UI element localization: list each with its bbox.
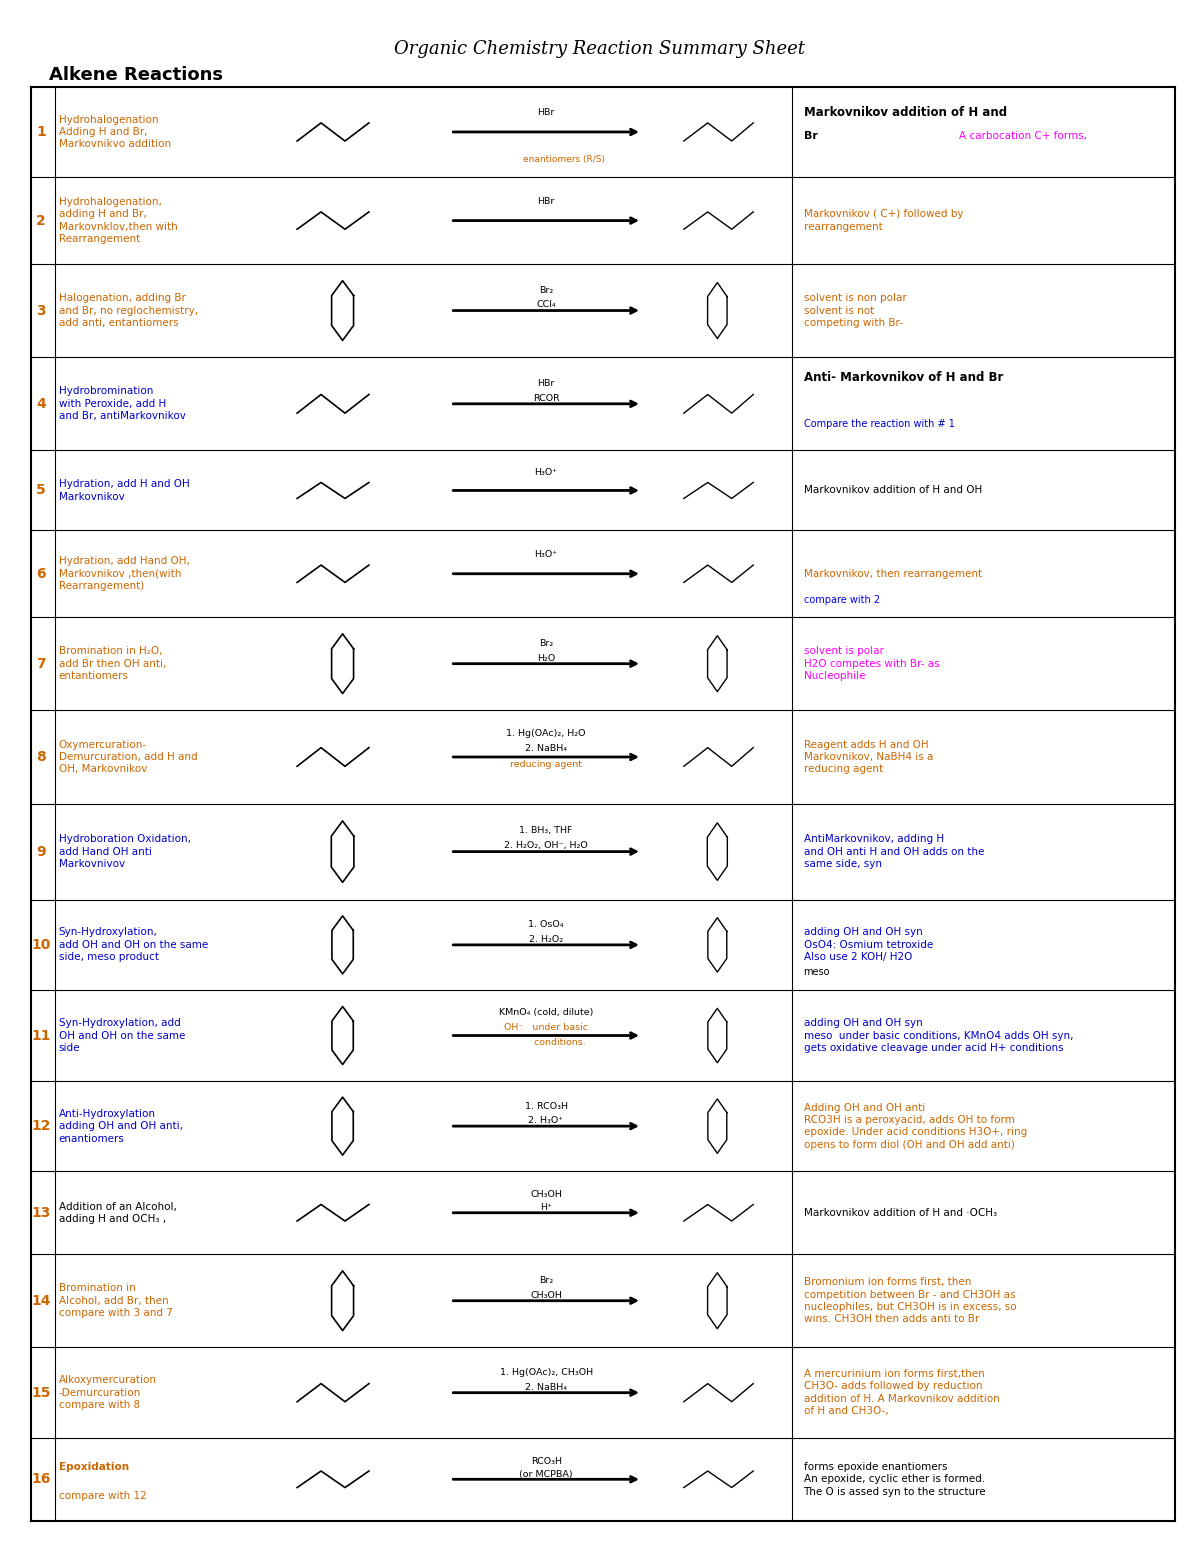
Text: Oxymercuration-
Demurcuration, add H and
OH, Markovnikov: Oxymercuration- Demurcuration, add H and…	[59, 739, 198, 775]
Text: meso: meso	[804, 968, 830, 977]
Text: Adding OH and OH anti
RCO3H is a peroxyacid, adds OH to form
epoxide. Under acid: Adding OH and OH anti RCO3H is a peroxya…	[804, 1103, 1027, 1149]
Text: Syn-Hydroxylation, add
OH and OH on the same
side: Syn-Hydroxylation, add OH and OH on the …	[59, 1019, 185, 1053]
Text: (or MCPBA): (or MCPBA)	[520, 1469, 572, 1478]
Text: HBr: HBr	[538, 107, 554, 116]
Text: 1. OsO₄: 1. OsO₄	[528, 921, 564, 929]
Text: Hydration, add Hand OH,
Markovnikov ,then(with
Rearrangement): Hydration, add Hand OH, Markovnikov ,the…	[59, 556, 190, 592]
Text: Markovnikov addition of H and: Markovnikov addition of H and	[804, 106, 1007, 118]
Text: solvent is polar
H2O competes with Br- as
Nucleophile: solvent is polar H2O competes with Br- a…	[804, 646, 940, 682]
Text: adding OH and OH syn
meso  under basic conditions, KMnO4 adds OH syn,
gets oxida: adding OH and OH syn meso under basic co…	[804, 1019, 1073, 1053]
Text: OH⁻   under basic: OH⁻ under basic	[504, 1023, 588, 1031]
Text: 2. NaBH₄: 2. NaBH₄	[526, 744, 568, 753]
Text: Organic Chemistry Reaction Summary Sheet: Organic Chemistry Reaction Summary Sheet	[395, 40, 805, 57]
Text: Reagent adds H and OH
Markovnikov, NaBH4 is a
reducing agent: Reagent adds H and OH Markovnikov, NaBH4…	[804, 739, 932, 775]
Text: Bromination in H₂O,
add Br then OH anti,
entantiomers: Bromination in H₂O, add Br then OH anti,…	[59, 646, 167, 682]
Text: Markovnikov ( C+) followed by
rearrangement: Markovnikov ( C+) followed by rearrangem…	[804, 210, 964, 231]
Text: HBr: HBr	[538, 379, 554, 388]
Text: H⁺: H⁺	[540, 1204, 552, 1213]
Text: 6: 6	[36, 567, 46, 581]
Text: 1: 1	[36, 124, 46, 138]
Text: Hydrohalogenation
Adding H and Br,
Markovnikvo addition: Hydrohalogenation Adding H and Br, Marko…	[59, 115, 170, 149]
Text: 2. H₃O⁺: 2. H₃O⁺	[528, 1117, 564, 1126]
Text: 2. NaBH₄: 2. NaBH₄	[526, 1382, 568, 1391]
Text: Markovnikov, then rearrangement: Markovnikov, then rearrangement	[804, 568, 982, 579]
Text: Hydration, add H and OH
Markovnikov: Hydration, add H and OH Markovnikov	[59, 480, 190, 502]
Text: Br₂: Br₂	[539, 1275, 553, 1284]
Text: CH₃OH: CH₃OH	[530, 1291, 562, 1300]
Text: Hydrobromination
with Peroxide, add H
and Br, antiMarkovnikov: Hydrobromination with Peroxide, add H an…	[59, 387, 186, 421]
Text: KMnO₄ (cold, dilute): KMnO₄ (cold, dilute)	[499, 1008, 593, 1017]
Text: 14: 14	[31, 1294, 50, 1308]
Text: CCl₄: CCl₄	[536, 300, 556, 309]
Text: A mercurinium ion forms first,then
CH3O- adds followed by reduction
addition of : A mercurinium ion forms first,then CH3O-…	[804, 1370, 1000, 1416]
Text: Epoxidation: Epoxidation	[59, 1461, 128, 1472]
Text: Markovnikov addition of H and ·OCH₃: Markovnikov addition of H and ·OCH₃	[804, 1208, 997, 1218]
Text: Halogenation, adding Br
and Br, no reglochemistry,
add anti, entantiomers: Halogenation, adding Br and Br, no reglo…	[59, 294, 198, 328]
Text: 10: 10	[31, 938, 50, 952]
Text: 2: 2	[36, 214, 46, 228]
Text: H₂O: H₂O	[538, 654, 556, 663]
Text: adding OH and OH syn
OsO4: Osmium tetroxide
Also use 2 KOH/ H2O: adding OH and OH syn OsO4: Osmium tetrox…	[804, 927, 932, 963]
Text: 5: 5	[36, 483, 46, 497]
Text: reducing agent: reducing agent	[510, 759, 582, 769]
Text: 4: 4	[36, 398, 46, 412]
Text: Syn-Hydroxylation,
add OH and OH on the same
side, meso product: Syn-Hydroxylation, add OH and OH on the …	[59, 927, 208, 963]
Text: Bromination in
Alcohol, add Br, then
compare with 3 and 7: Bromination in Alcohol, add Br, then com…	[59, 1283, 173, 1318]
Text: solvent is non polar
solvent is not
competing with Br-: solvent is non polar solvent is not comp…	[804, 294, 906, 328]
Text: H₃O⁺: H₃O⁺	[534, 550, 558, 559]
Text: Addition of an Alcohol,
adding H and OCH₃ ,: Addition of an Alcohol, adding H and OCH…	[59, 1202, 176, 1224]
Text: 1. RCO₃H: 1. RCO₃H	[524, 1101, 568, 1110]
Text: 3: 3	[36, 303, 46, 317]
Text: AntiMarkovnikov, adding H
and OH anti H and OH adds on the
same side, syn: AntiMarkovnikov, adding H and OH anti H …	[804, 834, 984, 870]
Text: Hydrohalogenation,
adding H and Br,
Markovnklov,then with
Rearrangement: Hydrohalogenation, adding H and Br, Mark…	[59, 197, 178, 244]
Text: 7: 7	[36, 657, 46, 671]
Text: 8: 8	[36, 750, 46, 764]
Text: 2. H₂O₂: 2. H₂O₂	[529, 935, 563, 944]
Text: RCOR: RCOR	[533, 394, 559, 402]
Text: compare with 12: compare with 12	[59, 1491, 146, 1500]
Text: Compare the reaction with # 1: Compare the reaction with # 1	[804, 419, 954, 429]
Text: Markovnikov addition of H and OH: Markovnikov addition of H and OH	[804, 486, 982, 495]
Text: CH₃OH: CH₃OH	[530, 1190, 562, 1199]
Text: Br₂: Br₂	[539, 286, 553, 295]
Text: 1. Hg(OAc)₂, CH₃OH: 1. Hg(OAc)₂, CH₃OH	[499, 1368, 593, 1378]
Text: 9: 9	[36, 845, 46, 859]
Text: 15: 15	[31, 1385, 50, 1399]
Text: conditions.: conditions.	[506, 1039, 586, 1047]
Text: enantiomers (R/S): enantiomers (R/S)	[523, 155, 605, 163]
Text: Bromonium ion forms first, then
competition between Br - and CH3OH as
nucleophil: Bromonium ion forms first, then competit…	[804, 1277, 1016, 1325]
Text: Anti-Hydroxylation
adding OH and OH anti,
enantiomers: Anti-Hydroxylation adding OH and OH anti…	[59, 1109, 182, 1143]
Text: 13: 13	[31, 1205, 50, 1219]
Text: H₃O⁺: H₃O⁺	[534, 469, 558, 477]
Text: compare with 2: compare with 2	[804, 595, 880, 604]
Text: 16: 16	[31, 1472, 50, 1486]
Text: 1. BH₃, THF: 1. BH₃, THF	[520, 826, 572, 836]
Text: Anti- Markovnikov of H and Br: Anti- Markovnikov of H and Br	[804, 371, 1003, 384]
Text: 2. H₂O₂, OH⁻, H₂O: 2. H₂O₂, OH⁻, H₂O	[504, 842, 588, 851]
Text: Br: Br	[804, 132, 817, 141]
Text: 12: 12	[31, 1120, 50, 1134]
Text: Br₂: Br₂	[539, 638, 553, 648]
Text: Alkene Reactions: Alkene Reactions	[49, 67, 223, 84]
Text: Alkoxymercuration
-Demurcuration
compare with 8: Alkoxymercuration -Demurcuration compare…	[59, 1376, 157, 1410]
Text: forms epoxide enantiomers
An epoxide, cyclic ether is formed.
The O is assed syn: forms epoxide enantiomers An epoxide, cy…	[804, 1461, 986, 1497]
Text: A carbocation C+ forms,: A carbocation C+ forms,	[959, 132, 1087, 141]
Text: HBr: HBr	[538, 197, 554, 207]
Text: Hydroboration Oxidation,
add Hand OH anti
Markovnivov: Hydroboration Oxidation, add Hand OH ant…	[59, 834, 191, 870]
Text: 1. Hg(OAc)₂, H₂O: 1. Hg(OAc)₂, H₂O	[506, 730, 586, 738]
Text: RCO₃H: RCO₃H	[530, 1457, 562, 1466]
Text: 11: 11	[31, 1028, 50, 1042]
